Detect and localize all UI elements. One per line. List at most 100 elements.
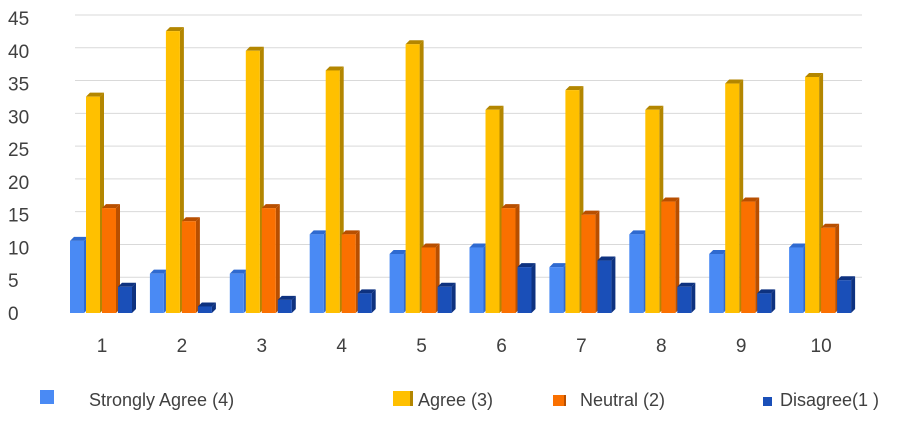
bar-side [771,289,776,313]
bar-front [789,247,804,313]
y-tick-label: 0 [8,304,19,325]
bar-side [531,263,536,313]
bar [661,197,680,313]
bar-front [677,286,692,313]
bar [837,276,856,313]
bar-top [309,230,328,235]
bar-top [629,230,648,235]
legend-swatch [40,390,54,404]
bar [341,230,360,313]
bar [565,86,584,313]
bar-front [245,50,260,314]
bar-top [165,27,184,32]
bar [805,73,824,313]
y-tick-label: 40 [8,42,29,63]
y-tick-label: 25 [8,140,29,161]
x-tick-label: 6 [496,336,507,357]
y-tick-label: 45 [8,9,29,30]
bar [645,105,664,314]
x-tick-label: 3 [257,336,268,357]
bar-front [86,96,100,314]
bar-front [805,77,820,313]
bar-top [118,282,136,287]
bar-front [421,247,436,313]
bar [229,269,248,313]
bar-top [197,302,216,307]
bar-front [165,31,180,313]
bar [149,269,168,313]
y-tick-label: 20 [8,173,29,194]
bar-top [421,243,440,248]
bar [581,210,600,313]
bar-front [309,234,324,313]
y-axis: 0 5 10 15 20 25 30 35 40 45 [8,9,29,325]
bar [86,92,104,314]
bar [421,243,440,313]
bar-top [277,295,296,300]
bar-side [195,217,200,313]
legend-label: Disagree(1 ) [780,390,879,410]
bar-front [277,299,292,313]
bar [677,282,696,313]
legend-label: Neutral (2) [580,390,665,410]
bar-top [389,250,408,254]
x-tick-label: 9 [736,336,747,357]
y-tick-label: 30 [8,107,29,128]
bar [469,243,488,313]
bar-side [211,302,216,313]
bar-front [118,286,132,313]
bar-front [261,208,276,313]
bar-top [677,282,696,287]
bar-front [181,221,196,313]
legend-swatch-side [410,391,413,406]
bar-top [325,66,344,71]
legend-item: Agree (3) [393,390,493,410]
bar [309,230,328,313]
bar-side [291,295,296,313]
bar-side [371,289,376,313]
bar [709,250,728,313]
bar [821,223,840,313]
bar-top [181,217,200,222]
bar-top [149,269,168,274]
bar-front [629,234,644,313]
bar-front [149,273,164,313]
bar [485,105,504,314]
bar [517,263,536,313]
bars [70,27,856,314]
bar-side [851,276,856,313]
bar-top [485,105,504,110]
x-tick-label: 7 [576,336,587,357]
bar-front [341,234,356,313]
bar-side [691,282,696,313]
bar [549,263,568,313]
bar-top [357,289,376,294]
bar-front [325,70,340,313]
bar [181,217,200,313]
bar-front [389,254,404,313]
bar-top [661,197,680,202]
bar-top [86,92,104,97]
bar-front [581,214,596,313]
x-tick-label: 10 [811,336,832,357]
bar [118,282,136,313]
bar [741,197,760,313]
bar-top [821,223,840,228]
bar-top [837,276,856,281]
x-tick-label: 2 [177,336,188,357]
bar-top [725,79,744,84]
legend-item: Disagree(1 ) [763,390,879,410]
bar-front [709,254,724,313]
bar-front [197,306,212,313]
x-tick-label: 8 [656,336,667,357]
bar-top [517,263,536,268]
bar [277,295,296,313]
bar-side [275,204,280,313]
bar [261,204,280,313]
bar [757,289,776,313]
bar [165,27,184,313]
bar-top [437,282,456,287]
bar-front [437,286,452,313]
bar-front [485,109,500,314]
legend-label: Agree (3) [418,390,493,410]
